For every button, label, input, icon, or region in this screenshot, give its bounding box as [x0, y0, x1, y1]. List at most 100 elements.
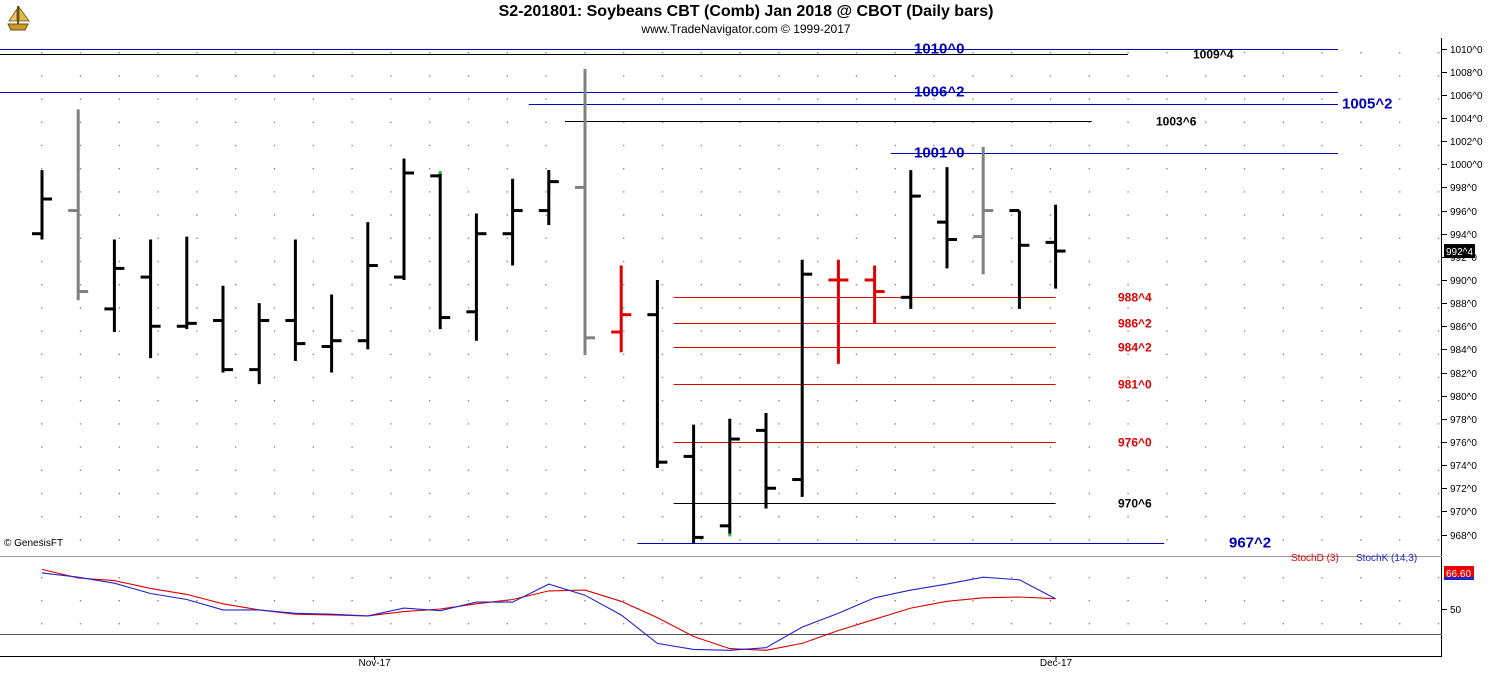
grid-dot — [661, 492, 664, 495]
grid-dot — [351, 376, 353, 379]
grid-dot — [1127, 492, 1129, 495]
grid-dot — [467, 623, 470, 625]
grid-dot — [1049, 307, 1052, 309]
grid-dot — [1282, 469, 1284, 471]
grid-dot — [506, 600, 508, 602]
grid-dot — [312, 307, 314, 309]
grid-dot — [41, 330, 43, 332]
grid-dot — [817, 539, 819, 541]
grid-dot — [778, 492, 780, 495]
grid-dot — [933, 516, 935, 518]
grid-dot — [79, 144, 82, 147]
grid-dot — [623, 237, 625, 239]
grid-dot — [1127, 446, 1129, 448]
grid-dot — [1360, 423, 1362, 425]
grid-dot — [894, 353, 896, 355]
grid-dot — [972, 446, 974, 448]
grid-dot — [429, 469, 431, 471]
grid-dot — [467, 237, 470, 239]
grid-dot — [1243, 539, 1246, 541]
grid-dot — [1049, 330, 1052, 332]
grid-dot — [584, 577, 586, 579]
grid-dot — [545, 446, 547, 448]
grid-dot — [817, 168, 819, 170]
grid-dot — [1437, 214, 1440, 216]
grid-dot — [118, 214, 120, 216]
grid-dot — [1360, 469, 1362, 471]
grid-dot — [894, 623, 896, 625]
grid-dot — [933, 446, 935, 448]
price-level-label: 970^6 — [1118, 497, 1152, 511]
grid-dot — [855, 376, 858, 379]
grid-dot — [700, 492, 702, 495]
grid-dot — [1049, 144, 1052, 147]
grid-dot — [41, 539, 43, 541]
price-axis-label: 1006^0 — [1450, 91, 1483, 102]
grid-dot — [623, 307, 625, 309]
grid-dot — [623, 214, 625, 216]
grid-dot — [1011, 353, 1013, 355]
grid-dot — [545, 121, 547, 123]
grid-dot — [817, 423, 819, 425]
grid-dot — [157, 492, 159, 495]
grid-dot — [467, 492, 470, 495]
grid-dot — [661, 191, 664, 193]
grid-dot — [312, 376, 314, 379]
grid-dot — [1205, 52, 1207, 54]
grid-dot — [351, 492, 353, 495]
chart-subtitle: www.TradeNavigator.com © 1999-2017 — [641, 22, 851, 36]
grid-dot — [118, 168, 120, 170]
grid-dot — [118, 539, 120, 541]
grid-dot — [894, 516, 896, 518]
grid-dot — [1166, 577, 1168, 579]
grid-dot — [312, 516, 314, 518]
grid-dot — [1360, 260, 1362, 263]
ohlc-bar — [756, 413, 776, 509]
grid-dot — [506, 307, 508, 309]
grid-dot — [1166, 400, 1168, 402]
grid-dot — [1360, 191, 1362, 193]
grid-dot — [351, 168, 353, 170]
grid-dot — [1360, 353, 1362, 355]
grid-dot — [273, 423, 276, 425]
grid-dot — [1205, 260, 1207, 263]
grid-dot — [351, 446, 353, 448]
grid-dot — [1166, 539, 1168, 541]
grid-dot — [351, 307, 353, 309]
grid-dot — [972, 400, 974, 402]
grid-dot — [1282, 600, 1284, 602]
grid-dot — [506, 284, 508, 286]
grid-dot — [661, 353, 664, 355]
grid-dot — [1088, 144, 1090, 147]
price-axis-label: 974^0 — [1450, 461, 1477, 472]
grid-dot — [1360, 98, 1362, 100]
grid-dot — [739, 284, 741, 286]
grid-dot — [1282, 423, 1284, 425]
grid-dot — [196, 353, 198, 355]
grid-dot — [196, 469, 198, 471]
grid-dot — [1205, 400, 1207, 402]
grid-dot — [390, 75, 392, 77]
grid-dot — [623, 423, 625, 425]
grid-dot — [429, 353, 431, 355]
grid-dot — [390, 260, 392, 263]
grid-dot — [390, 577, 392, 579]
grid-dot — [700, 600, 702, 602]
grid-dot — [933, 376, 935, 379]
grid-dot — [1127, 353, 1129, 355]
grid-dot — [41, 469, 43, 471]
grid-dot — [390, 330, 392, 332]
grid-dot — [118, 284, 120, 286]
grid-dot — [855, 623, 858, 625]
grid-dot — [235, 284, 237, 286]
grid-dot — [778, 469, 780, 471]
grid-dot — [1011, 168, 1013, 170]
grid-dot — [623, 98, 625, 100]
grid-dot — [1399, 623, 1401, 625]
grid-dot — [506, 376, 508, 379]
grid-dot — [661, 144, 664, 147]
grid-dot — [467, 144, 470, 147]
grid-dot — [545, 577, 547, 579]
grid-dot — [1437, 600, 1440, 602]
grid-dot — [545, 376, 547, 379]
